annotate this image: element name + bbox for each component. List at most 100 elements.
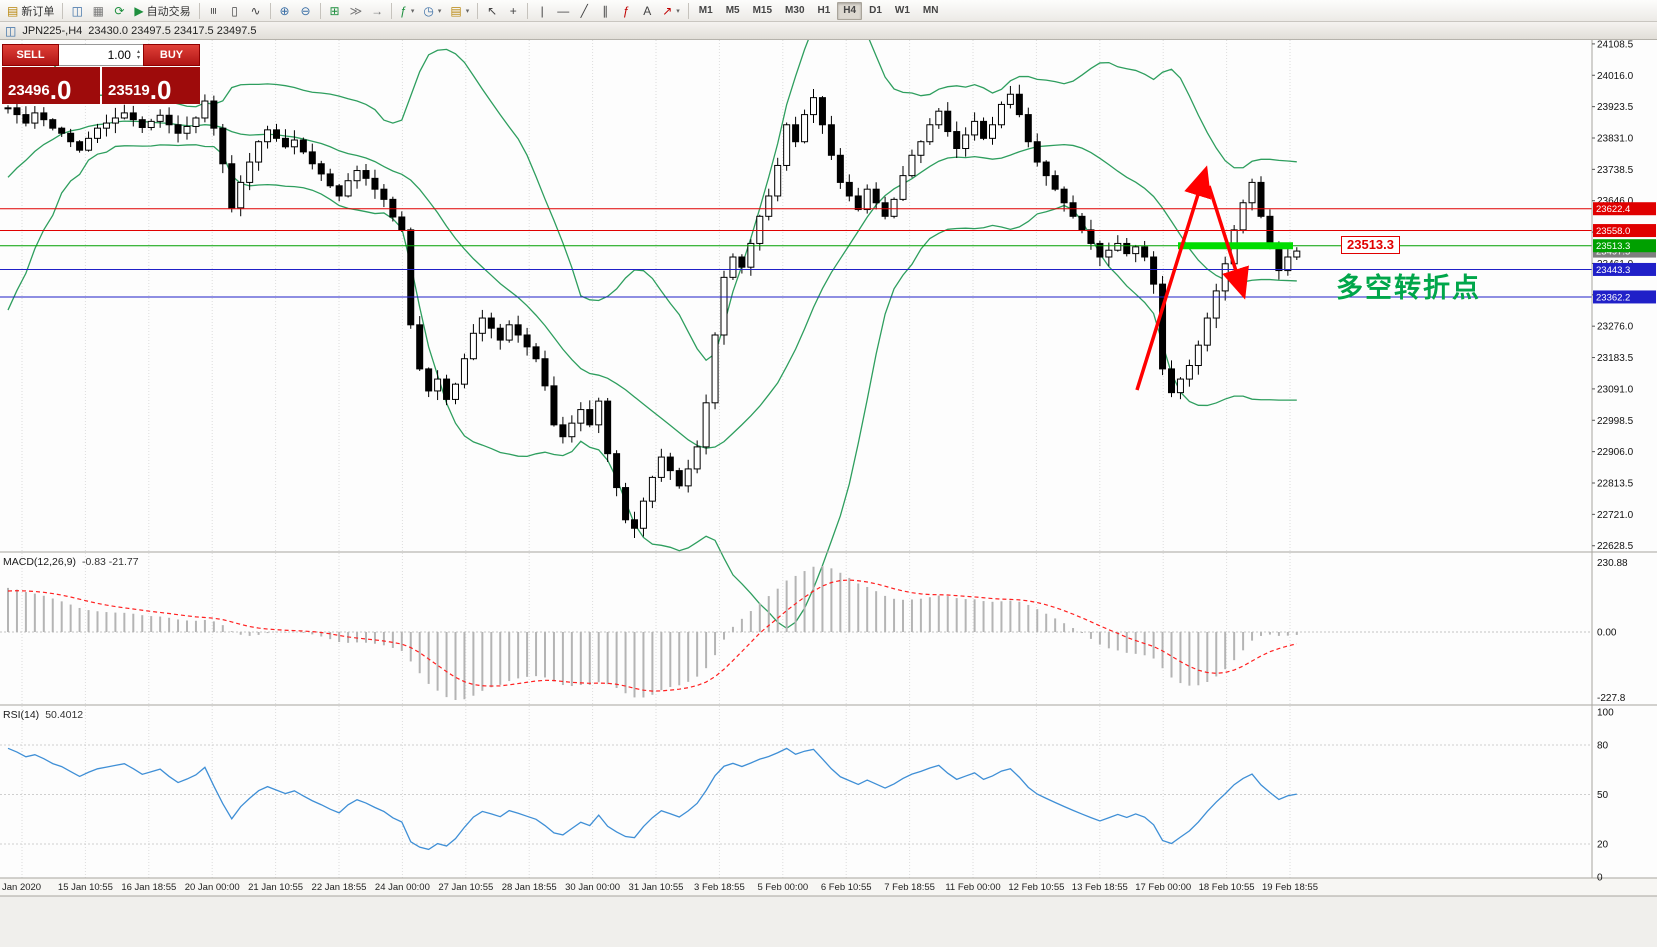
indicator-axis-labels: 230.88 0.00 -227.8 100 80 50 20 0 [1597, 558, 1628, 884]
volume-stepper[interactable]: ▴ ▾ [59, 44, 143, 66]
market-watch-button[interactable]: ◫ [67, 1, 87, 21]
svg-text:23276.0: 23276.0 [1597, 322, 1634, 333]
sell-price[interactable]: 23496 .0 [2, 67, 100, 104]
timeframe-m15[interactable]: M15 [752, 5, 773, 16]
svg-text:0.00: 0.00 [1597, 628, 1617, 639]
macd-pane-header: MACD(12,26,9) -0.83 -21.77 [3, 556, 139, 568]
volume-input[interactable] [77, 48, 134, 62]
svg-text:23443.3: 23443.3 [1596, 265, 1630, 276]
auto-trading-icon: ▶ [134, 3, 144, 18]
line-chart-button[interactable]: ∿ [246, 1, 266, 21]
svg-text:23362.2: 23362.2 [1596, 292, 1630, 303]
svg-text:22998.5: 22998.5 [1597, 416, 1634, 427]
sell-price-frac: .0 [49, 74, 72, 105]
tile-windows-icon: ⊞ [329, 3, 340, 18]
zoom-in-icon: ⊕ [279, 3, 290, 18]
auto-trading-label: 自动交易 [146, 5, 191, 18]
price-badges: 23497.523622.423558.023513.323443.323362… [1593, 202, 1656, 304]
svg-text:23091.0: 23091.0 [1597, 384, 1634, 395]
svg-text:24016.0: 24016.0 [1597, 71, 1634, 82]
timeframe-mn[interactable]: MN [922, 5, 939, 16]
rsi-label: RSI(14) [3, 709, 40, 721]
arrows-tool-button[interactable]: ↗ ▾ [658, 1, 684, 21]
new-order-button[interactable]: ▤ 新订单 [3, 1, 58, 21]
svg-text:6 Feb 10:55: 6 Feb 10:55 [821, 882, 872, 893]
timeframe-h4[interactable]: H4 [837, 1, 863, 20]
text-tool-button[interactable]: A [637, 1, 657, 21]
buy-button[interactable]: BUY [143, 44, 200, 66]
svg-text:23646.0: 23646.0 [1597, 196, 1634, 207]
sell-price-main: 23496 [8, 82, 50, 99]
trendline-button[interactable]: ╱ [574, 1, 594, 21]
cursor-button[interactable]: ↖ [482, 1, 502, 21]
horizontal-line-button[interactable]: ― [553, 1, 573, 21]
refresh-button[interactable]: ⟳ [109, 1, 129, 21]
timeframe-m5[interactable]: M5 [725, 5, 740, 16]
chart-shift-icon: → [371, 3, 384, 18]
vertical-line-icon: | [540, 3, 544, 18]
timeframe-m1[interactable]: M1 [698, 5, 713, 16]
chart-shift-button[interactable]: → [367, 1, 387, 21]
svg-text:23738.5: 23738.5 [1597, 165, 1634, 176]
rsi-pane-header: RSI(14) 50.4012 [3, 709, 83, 721]
toolbar-separator [269, 2, 271, 19]
svg-text:24 Jan 00:00: 24 Jan 00:00 [375, 882, 430, 893]
zoom-out-icon: ⊖ [300, 3, 311, 18]
crosshair-button[interactable]: + [503, 1, 523, 21]
indicators-icon: ƒ [400, 3, 407, 18]
svg-text:21 Jan 10:55: 21 Jan 10:55 [248, 882, 303, 893]
svg-text:23622.4: 23622.4 [1596, 204, 1630, 215]
svg-text:19 Feb 18:55: 19 Feb 18:55 [1262, 882, 1318, 893]
volume-spinner[interactable]: ▴ ▾ [134, 49, 143, 61]
sell-button[interactable]: SELL [2, 44, 59, 66]
zoom-out-button[interactable]: ⊖ [296, 1, 316, 21]
macd-pane [0, 566, 1592, 700]
spinner-down-icon[interactable]: ▾ [136, 55, 140, 61]
chart-symbol-period: JPN225-,H4 [22, 24, 83, 37]
svg-text:22813.5: 22813.5 [1597, 478, 1634, 489]
candlestick-chart-button[interactable]: ▯ [225, 1, 245, 21]
svg-text:22906.0: 22906.0 [1597, 447, 1634, 458]
templates-icon: ▤ [450, 3, 462, 18]
data-window-button[interactable]: ▦ [88, 1, 108, 21]
trendline-icon: ╱ [580, 3, 588, 18]
timeframe-w1[interactable]: W1 [894, 5, 910, 16]
svg-text:13 Feb 18:55: 13 Feb 18:55 [1072, 882, 1128, 893]
arrows-tool-icon: ↗ [662, 3, 673, 18]
svg-text:17 Feb 00:00: 17 Feb 00:00 [1135, 882, 1191, 893]
buy-price-frac: .0 [149, 74, 172, 105]
svg-text:12 Feb 10:55: 12 Feb 10:55 [1008, 882, 1064, 893]
toolbar-separator [198, 2, 200, 19]
svg-text:Jan 2020: Jan 2020 [2, 882, 41, 893]
vertical-line-button[interactable]: | [532, 1, 552, 21]
svg-text:23183.5: 23183.5 [1597, 353, 1634, 364]
chart-canvas[interactable]: 24108.5 24016.0 23923.5 23831.0 23738.5 23646… [0, 40, 1657, 947]
horizontal-line-icon: ― [557, 3, 570, 18]
periods-button[interactable]: ◷ ▾ [419, 1, 445, 21]
bar-chart-button[interactable]: ≡ [204, 1, 224, 21]
svg-text:22721.0: 22721.0 [1597, 510, 1634, 521]
fibonacci-button[interactable]: ƒ [616, 1, 636, 21]
auto-scroll-button[interactable]: ≫ [346, 1, 367, 21]
time-axis: Jan 2020 15 Jan 10:55 16 Jan 18:55 20 Jan 0… [2, 882, 1318, 893]
main-toolbar: ▤ 新订单 ◫ ▦ ⟳ ▶ 自动交易 ≡ ▯ ∿ ⊕ ⊖ ⊞ ≫ → ƒ ▾ ◷ ▾… [0, 0, 1657, 22]
timeframe-m30[interactable]: M30 [785, 5, 805, 16]
toolbar-separator [319, 2, 321, 19]
tile-windows-button[interactable]: ⊞ [325, 1, 345, 21]
timeframe-h1[interactable]: H1 [817, 5, 831, 16]
templates-button[interactable]: ▤ ▾ [446, 1, 473, 21]
fibonacci-icon: ƒ [622, 3, 630, 18]
timeframe-d1[interactable]: D1 [869, 5, 882, 16]
spinner-up-icon[interactable]: ▴ [136, 49, 140, 55]
buy-price[interactable]: 23519 .0 [102, 67, 200, 104]
svg-text:24108.5: 24108.5 [1597, 40, 1634, 50]
indicators-button[interactable]: ƒ ▾ [396, 1, 418, 21]
zoom-in-button[interactable]: ⊕ [275, 1, 295, 21]
rsi-pane [0, 744, 1592, 851]
svg-text:23558.0: 23558.0 [1596, 226, 1630, 237]
level-lines [0, 208, 1592, 298]
auto-trading-button[interactable]: ▶ 自动交易 [130, 1, 194, 21]
svg-text:31 Jan 10:55: 31 Jan 10:55 [629, 882, 684, 893]
toolbar-separator [62, 2, 64, 19]
channel-button[interactable]: ∥ [595, 1, 615, 21]
